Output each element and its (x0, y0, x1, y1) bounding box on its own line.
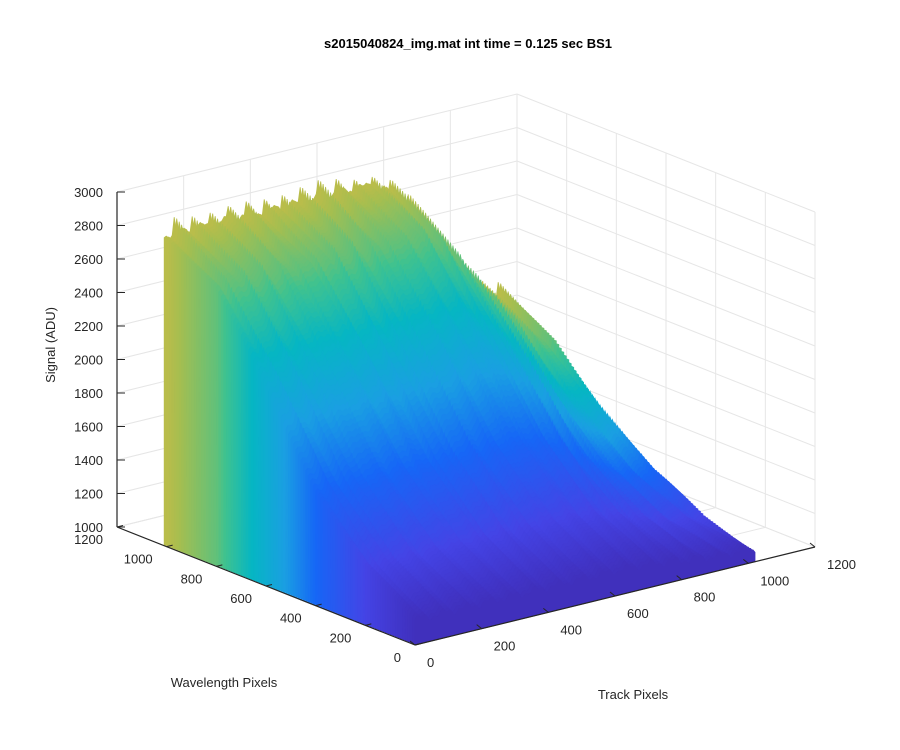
surface-slice (414, 546, 756, 646)
grid-line-sidewall-z (516, 93, 816, 213)
z-tick-label: 1000 (74, 520, 103, 535)
track-tick-mark (609, 591, 616, 597)
wavelength-tick-mark (116, 525, 124, 528)
x-axis-label: Track Pixels (598, 687, 669, 702)
tick-labels: 1000120014001600180020002200240026002800… (74, 185, 856, 670)
track-tick-mark (676, 575, 682, 581)
track-tick-mark (743, 558, 749, 564)
wavelength-tick-mark (166, 544, 173, 548)
wavelength-tick-label: 200 (330, 630, 352, 645)
track-tick-label: 200 (494, 639, 516, 654)
grid-line-sidewall-z (516, 127, 816, 246)
z-axis-label: Signal (ADU) (43, 307, 58, 383)
wavelength-tick-label: 1000 (124, 552, 153, 567)
wavelength-tick-mark (315, 603, 322, 607)
track-tick-label: 0 (427, 655, 434, 670)
grid-line-sidewall-z (516, 227, 816, 347)
z-tick-label: 2600 (74, 252, 103, 267)
wavelength-tick-mark (265, 584, 273, 587)
surface (163, 176, 756, 646)
wavelength-tick-label: 800 (181, 571, 203, 586)
track-tick-label: 600 (627, 606, 649, 621)
grid-line-sidewall-z (516, 160, 816, 280)
z-tick-label: 3000 (74, 185, 103, 200)
grid-line-sidewall-z (516, 294, 816, 414)
grid-line-sidewall-z (516, 194, 816, 313)
grid-line-backwall-z (116, 127, 518, 226)
grid-line-sidewall-z (516, 261, 816, 380)
grid-line-sidewall-z (516, 328, 816, 447)
wavelength-tick-mark (216, 564, 223, 567)
track-tick-mark (543, 607, 549, 613)
track-tick-mark (476, 624, 482, 630)
track-tick-mark (809, 542, 816, 548)
z-tick-label: 1200 (74, 487, 103, 502)
z-tick-label: 2400 (74, 286, 103, 301)
wavelength-tick-mark (414, 643, 422, 646)
chart-title: s2015040824_img.mat int time = 0.125 sec… (324, 36, 612, 51)
wavelength-tick-label: 600 (230, 591, 252, 606)
y-axis-label: Wavelength Pixels (171, 675, 278, 690)
z-tick-label: 1600 (74, 420, 103, 435)
track-tick-label: 400 (560, 622, 582, 637)
track-tick-label: 1000 (760, 573, 789, 588)
z-tick-label: 2800 (74, 219, 103, 234)
wavelength-tick-label: 0 (394, 650, 401, 665)
z-tick-label: 1400 (74, 453, 103, 468)
track-tick-mark (409, 640, 416, 646)
z-tick-label: 2000 (74, 353, 103, 368)
axes-lines (116, 191, 816, 646)
wavelength-tick-label: 1200 (74, 532, 103, 547)
wavelength-tick-mark (365, 623, 372, 626)
track-tick-label: 800 (694, 590, 716, 605)
track-tick-label: 1200 (827, 557, 856, 572)
z-tick-label: 1800 (74, 386, 103, 401)
grid-line-backwall-z (116, 93, 518, 193)
wavelength-tick-label: 400 (280, 611, 302, 626)
z-tick-label: 2200 (74, 319, 103, 334)
